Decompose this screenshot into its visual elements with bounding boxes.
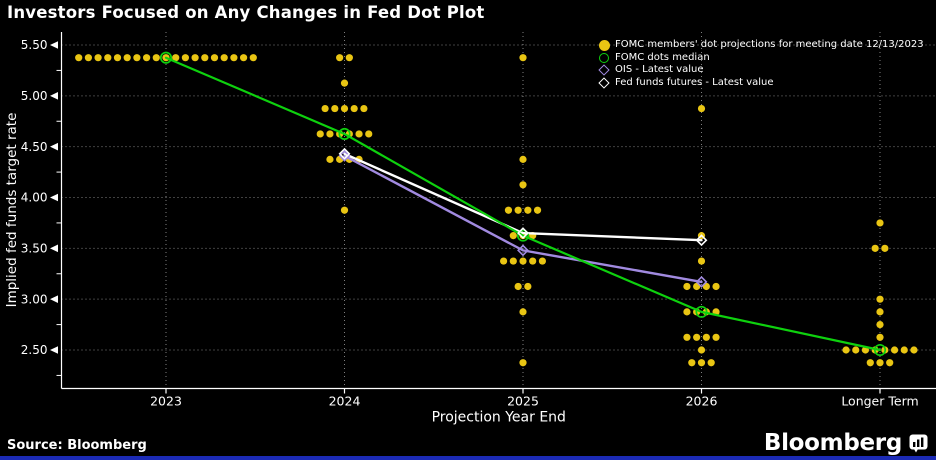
x-axis-title: Projection Year End [432, 410, 566, 426]
y-axis: 5.50 5.00 4.50 4.00 3.50 3.00 2.50 Implied fed … [4, 38, 62, 376]
x-tick-label: 2025 [507, 394, 539, 409]
open-diamond-icon [517, 244, 529, 257]
open-diamond-icon [338, 147, 351, 160]
y-axis-title: Implied fed funds target rate [4, 113, 20, 308]
legend-item: FOMC dots median [596, 52, 924, 65]
axes [60, 32, 936, 390]
rate-path-line [343, 154, 703, 284]
bloomberg-wordmark: Bloomberg [763, 430, 902, 456]
y-tick-label: 5.50 [21, 38, 48, 52]
x-tick-label: 2026 [686, 394, 718, 409]
y-tick-label: 3.00 [21, 292, 48, 306]
open-diamond-icon [338, 149, 351, 162]
legend-item: FOMC members' dot projections for meetin… [596, 39, 924, 52]
brand-accent-bar [0, 455, 936, 460]
open-circle-icon [596, 52, 612, 63]
open-diamond-icon [695, 275, 708, 288]
open-diamond-icon [596, 77, 612, 89]
y-tick-label: 2.50 [21, 343, 48, 357]
open-circle-icon [695, 305, 708, 318]
x-axis: 2023 2024 2025 2026 Longer Term Projection Ye… [150, 388, 919, 426]
median-line [164, 56, 882, 352]
y-tick-label: 4.50 [21, 140, 48, 154]
y-tick-label: 4.00 [21, 191, 48, 205]
open-circle-icon [516, 229, 530, 242]
gridlines [61, 32, 936, 389]
bloomberg-chart-icon [909, 434, 928, 452]
open-circle-icon [338, 127, 351, 141]
y-tick-label: 5.00 [21, 89, 48, 103]
legend-label: Fed funds futures - Latest value [615, 76, 774, 88]
open-diamond-icon [596, 64, 612, 76]
fomc-dots [75, 54, 918, 367]
open-circle-icon [873, 343, 887, 357]
source-note: Source: Bloomberg [7, 438, 147, 453]
legend-label: OIS - Latest value [615, 64, 704, 76]
bloomberg-logo: Bloomberg [764, 430, 928, 456]
legend-label: FOMC members' dot projections for meetin… [615, 39, 924, 51]
filled-circle-icon [596, 39, 612, 51]
rate-path-line [343, 152, 703, 242]
open-diamond-icon [695, 234, 708, 247]
open-diamond-icon [517, 227, 529, 240]
legend-item: Fed funds futures - Latest value [596, 77, 924, 90]
x-tick-label: Longer Term [841, 394, 918, 409]
y-tick-label: 3.50 [21, 242, 48, 256]
legend-item: OIS - Latest value [596, 64, 924, 77]
legend-label: FOMC dots median [615, 51, 710, 63]
x-tick-label: 2023 [150, 394, 182, 409]
chart-title: Investors Focused on Any Changes in Fed … [7, 3, 485, 22]
chart-legend: FOMC members' dot projections for meetin… [596, 39, 924, 89]
open-circle-icon [159, 51, 173, 64]
x-tick-label: 2024 [329, 394, 361, 409]
